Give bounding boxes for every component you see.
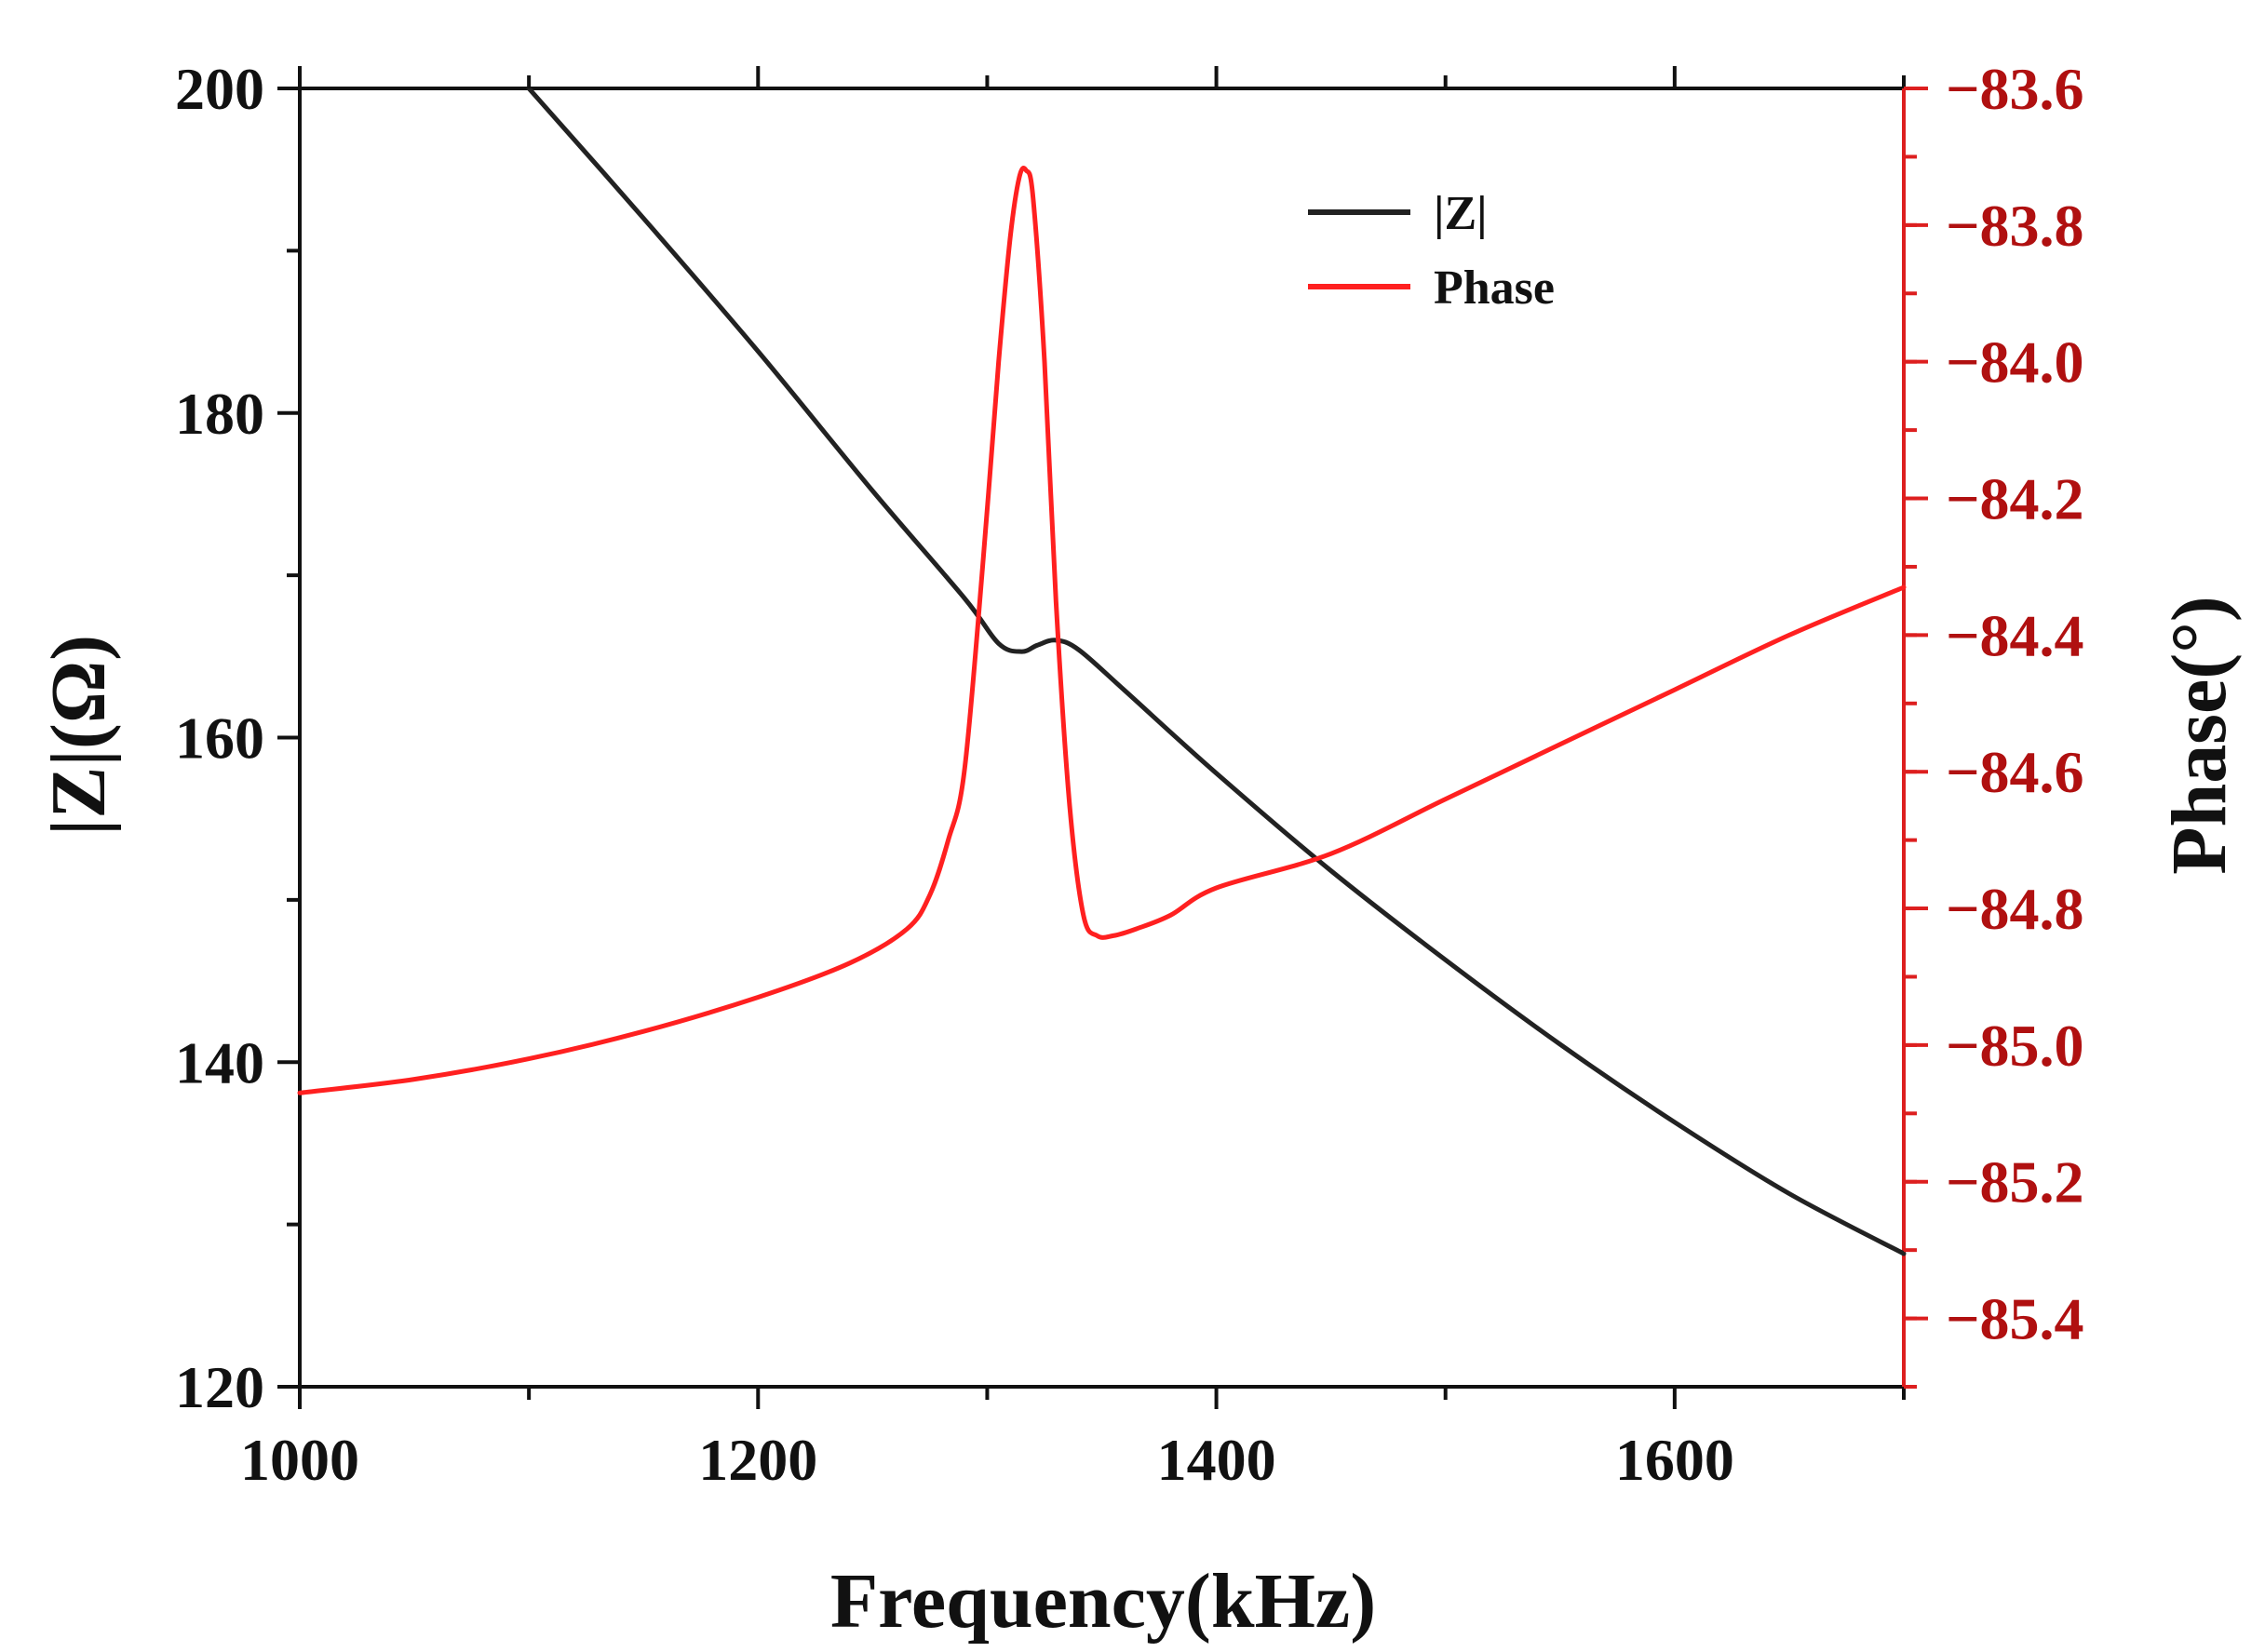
series-impedance-line xyxy=(526,86,1907,1256)
legend-label-phase: Phase xyxy=(1434,262,1555,315)
x-tick-label: 1000 xyxy=(240,1427,359,1493)
y-right-tick-label: −84.0 xyxy=(1946,329,2083,396)
y-right-tick-label: −85.4 xyxy=(1946,1286,2083,1352)
x-axis-title: Frequency(kHz) xyxy=(830,1558,1376,1645)
series-layer xyxy=(297,86,1907,1256)
y-right-tick-label: −85.0 xyxy=(1946,1013,2083,1079)
y-left-tick-label: 200 xyxy=(175,56,264,122)
y-left-tick-label: 160 xyxy=(175,705,264,772)
x-tick-label: 1400 xyxy=(1157,1427,1276,1493)
y-right-tick-label: −83.6 xyxy=(1946,56,2083,122)
y-left-axis-ticks: 120 140 160 180 200 xyxy=(175,56,300,1420)
y-right-tick-label: −85.2 xyxy=(1946,1149,2083,1215)
y-left-tick-label: 120 xyxy=(175,1354,264,1420)
x-tick-label: 1600 xyxy=(1615,1427,1734,1493)
y-right-tick-label: −84.6 xyxy=(1946,739,2083,805)
series-phase-line xyxy=(297,166,1907,1095)
legend-label-z: |Z| xyxy=(1434,187,1488,240)
y-right-tick-label: −84.8 xyxy=(1946,876,2083,942)
y-right-axis-ticks: −85.4 −85.2 −85.0 −84.8 −84.6 −84.4 −84.2 −84.0… xyxy=(1904,56,2083,1389)
y-right-axis-title: Phase(°) xyxy=(2156,596,2243,875)
y-left-tick-label: 180 xyxy=(175,381,264,447)
x-tick-label: 1200 xyxy=(698,1427,817,1493)
legend: |Z| Phase xyxy=(1308,187,1555,315)
y-right-tick-label: −84.4 xyxy=(1946,602,2083,668)
y-left-tick-label: 140 xyxy=(175,1029,264,1095)
plot-frame xyxy=(298,87,1906,1389)
x-axis-ticks: 1000 1200 1400 1600 xyxy=(240,66,1906,1493)
y-right-tick-label: −84.2 xyxy=(1946,466,2083,532)
y-right-tick-label: −83.8 xyxy=(1946,193,2083,259)
y-left-axis-title: |Z|(Ω) xyxy=(35,635,122,836)
